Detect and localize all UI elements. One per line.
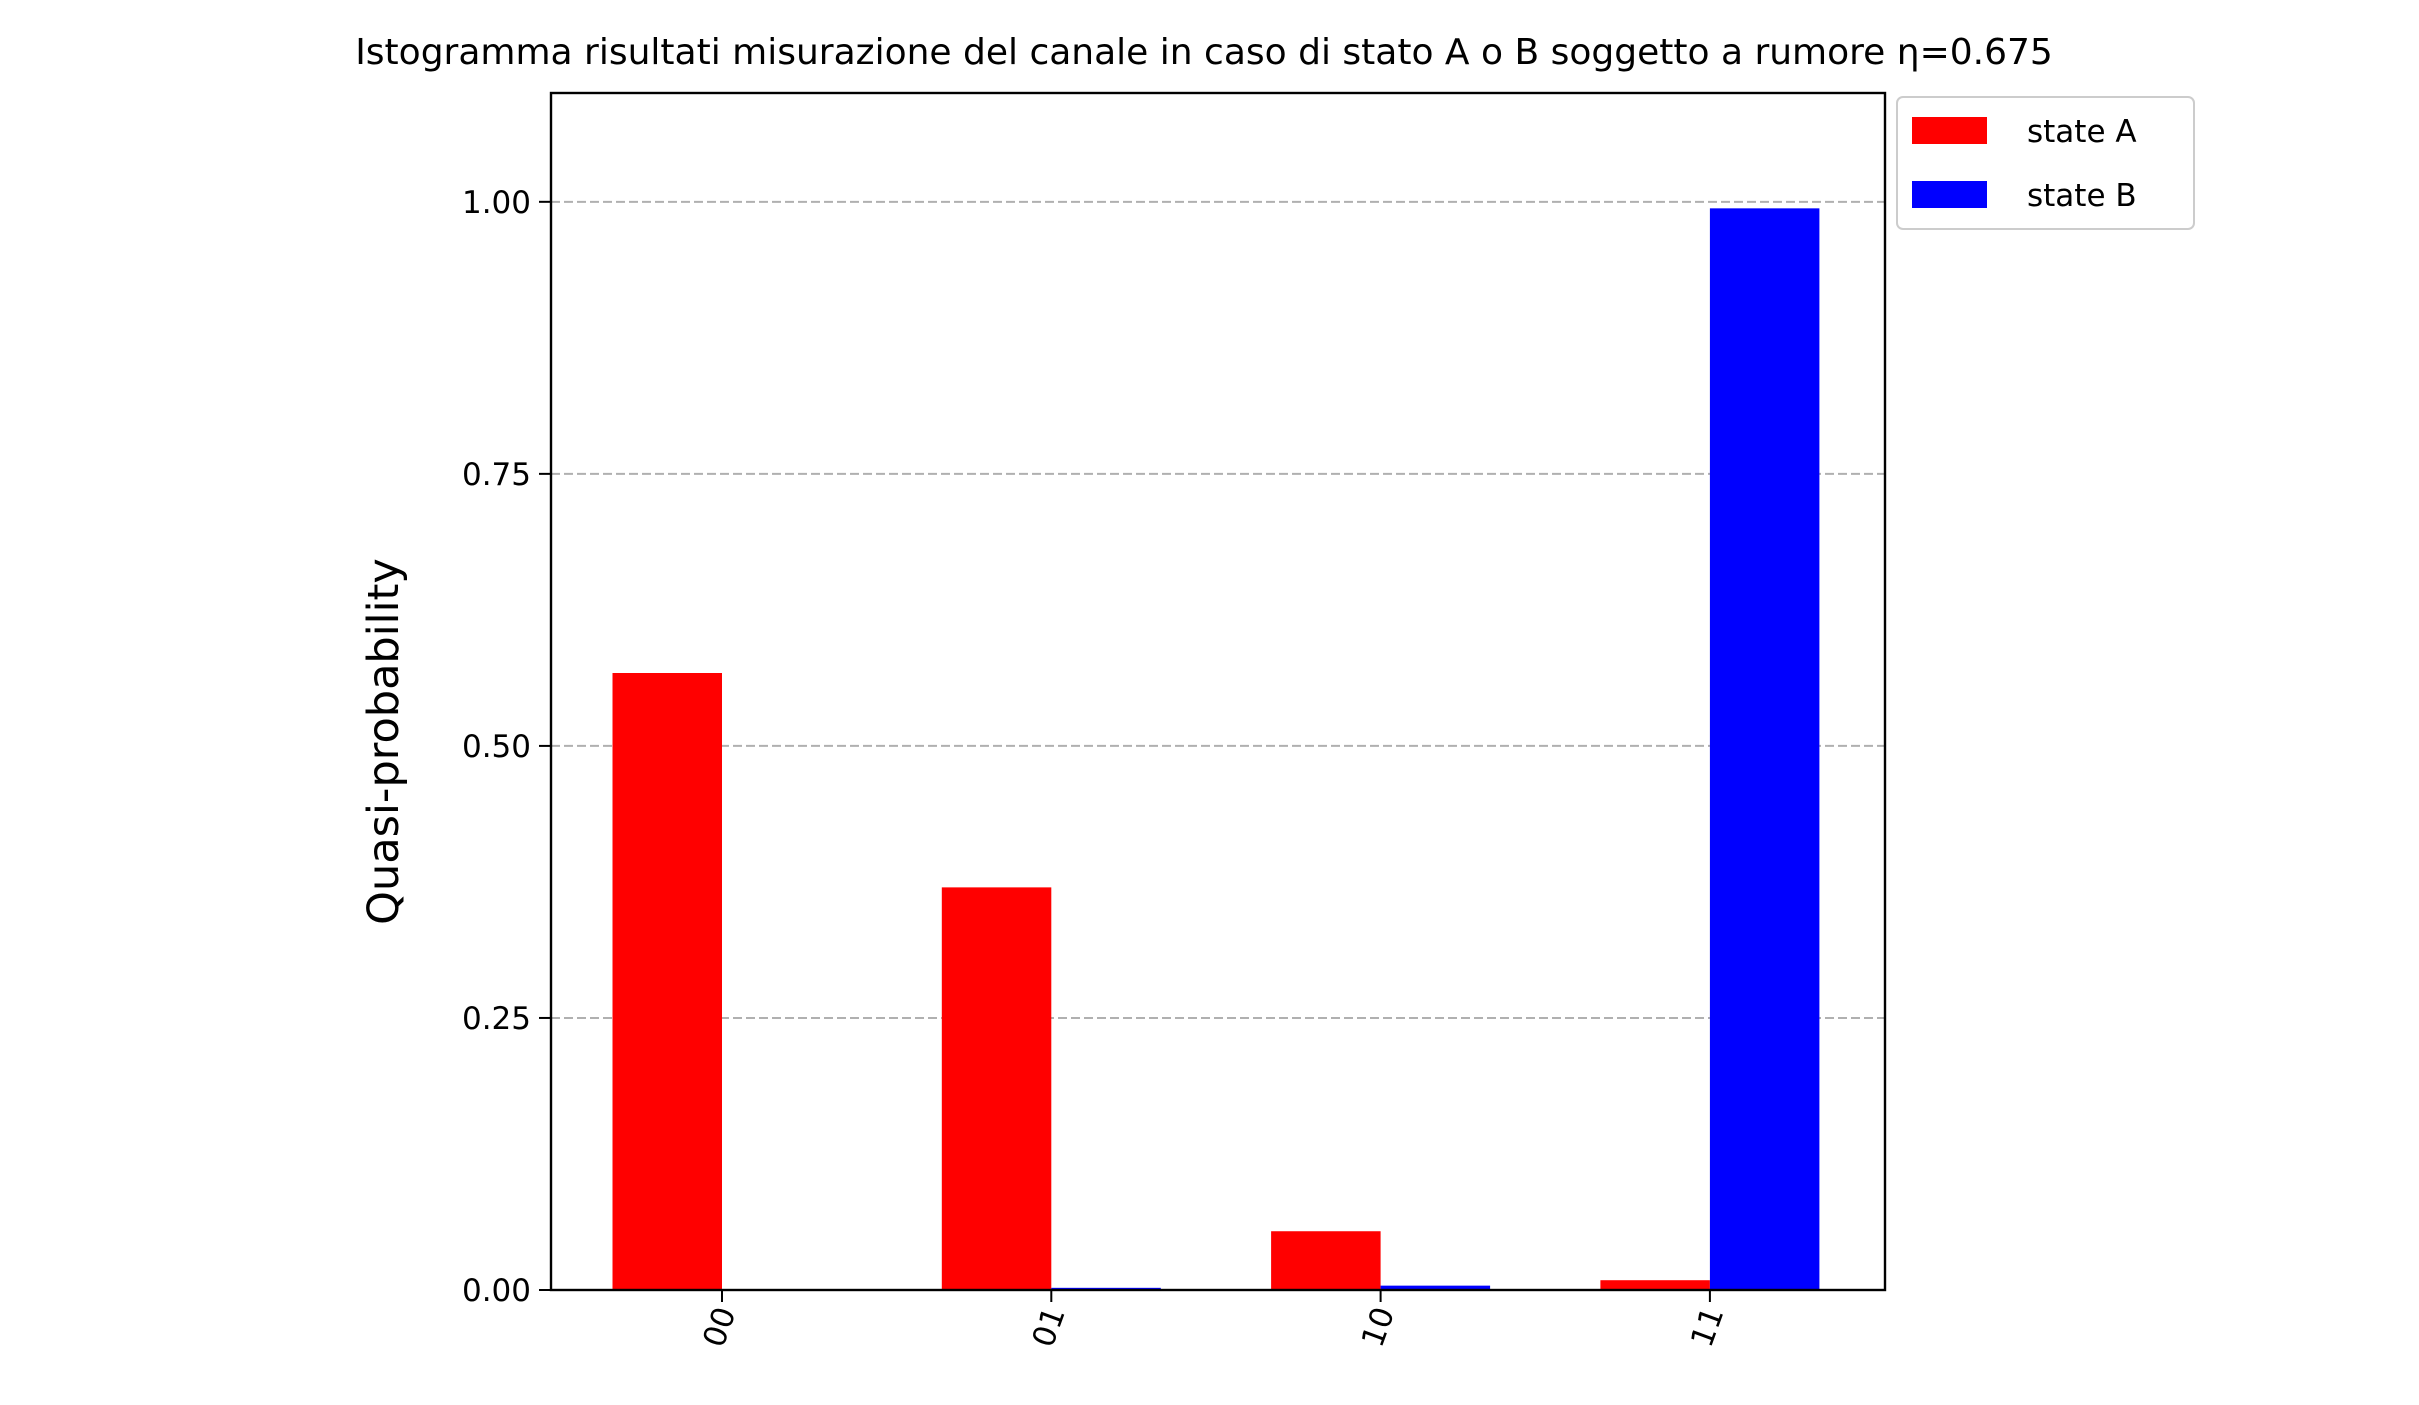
y-tick-label: 0.00 [462,1273,531,1309]
y-tick-label: 1.00 [462,185,531,221]
grid-lines [551,200,1885,1019]
legend-entries: state A state B [1912,114,2137,214]
bar-state-a-11 [1600,1280,1710,1290]
legend-label: state B [2027,178,2137,214]
plot-area-frame [549,91,1887,1292]
legend-swatch [1912,181,1987,208]
bar-state-b-10 [1380,1285,1491,1290]
chart-title: Istogramma risultati misurazione del can… [355,32,2053,73]
y-axis-label: Quasi-probability [359,558,409,925]
y-tick-label: 0.50 [462,729,531,765]
bar-state-b-11 [1709,208,1820,1290]
legend-swatch [1912,117,1987,144]
bar-state-a-10 [1271,1231,1381,1290]
bar-state-a-00 [612,673,722,1290]
y-axis-ticks: 0.00 0.25 0.50 0.75 1.00 [462,185,551,1309]
legend-label: state A [2027,114,2137,150]
y-tick-label: 0.25 [462,1001,531,1037]
bar-state-a-01 [941,887,1052,1290]
legend: state A state B [1896,96,2195,230]
bars [612,208,1820,1290]
y-tick-label: 0.75 [462,457,531,493]
